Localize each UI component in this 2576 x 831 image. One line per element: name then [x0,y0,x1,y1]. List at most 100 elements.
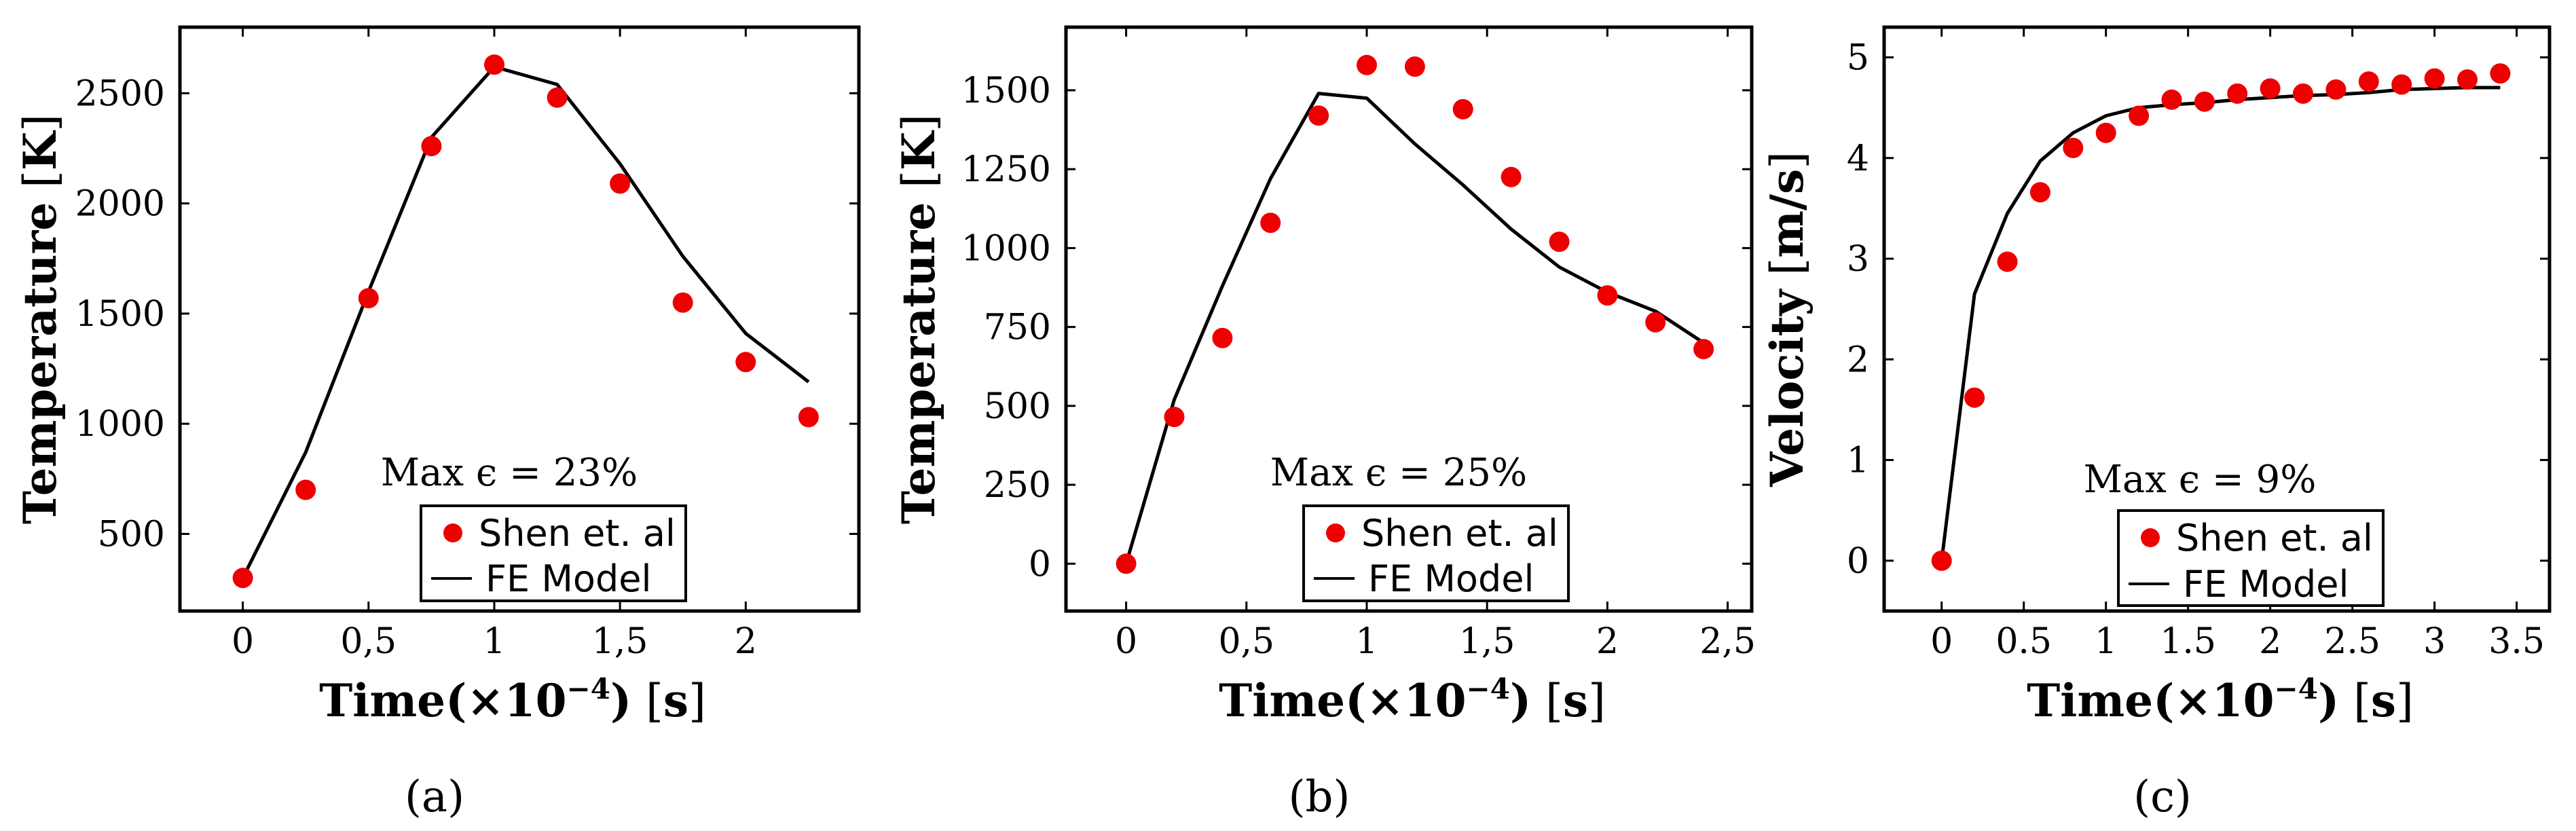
data-point-shen-c [1997,251,2018,272]
x-tick-label-c: 2.5 [2324,621,2380,662]
series-line-fe-model-a [241,64,810,579]
data-point-shen-c [2063,137,2084,158]
x-axis-label-b: Time(×10−4) [s] [1219,672,1606,727]
legend-box-c [2117,509,2385,607]
chart-panel-b: 0 0,5 1 1,5 2 2,5 0 250 500 750 1000 1250 1500 Max ϵ… [892,25,1756,822]
y-tick-label-a: 1500 [75,294,165,335]
y-tick-label-c: 1 [1847,441,1869,481]
data-point-shen-b [1116,553,1137,574]
caption-c: (c) [2133,772,2192,822]
y-axis-label-c: Velocity [m/s] [1761,151,1814,487]
legend-b: Shen et. al FE Model [1302,504,1570,602]
legend-a: Shen et. al FE Model [420,504,687,602]
x-tick-label-c: 3 [2423,621,2446,662]
y-tick-label-b: 1250 [961,149,1051,190]
y-axis-label-a: Temperature [K] [14,114,67,524]
caption-a: (a) [405,772,464,822]
data-point-shen-b [1308,105,1329,126]
legend-label-line-b: FE Model [1368,557,1534,600]
y-tick-label-a: 1000 [75,404,165,445]
data-point-shen-a [358,288,379,309]
data-point-shen-a [232,568,253,589]
x-tick-label-b: 0,5 [1218,621,1274,662]
y-tick-label-c: 4 [1847,138,1869,179]
y-tick-label-a: 500 [98,514,165,555]
data-point-shen-c [2260,78,2281,99]
plot-frame-c [1882,25,2552,613]
x-tick-label-a: 2 [735,621,757,662]
x-tick-label-c: 1 [2095,621,2117,662]
x-tick-label-a: 0 [232,621,254,662]
data-point-shen-c [2095,122,2116,143]
y-tick-label-b: 750 [984,308,1051,348]
y-tick-label-b: 250 [984,465,1051,506]
data-point-shen-c [2424,68,2445,89]
data-point-shen-c [2457,69,2478,90]
legend-box-a [420,504,687,602]
caption-b: (b) [1289,772,1350,822]
legend-label-scatter-c: Shen et. al [2176,517,2373,559]
data-point-shen-c [2358,71,2379,92]
x-tick-label-b: 0 [1115,621,1137,662]
x-tick-label-c: 2 [2259,621,2281,662]
y-tick-label-c: 3 [1847,239,1869,280]
plot-area-c [1931,63,2511,571]
axis-ticks-c: 0 0.5 1 1.5 2 2.5 3 3.5 0 1 2 3 4 5 [1847,27,2550,662]
legend-marker-c [2141,528,2160,547]
chart-panel-c: 0 0.5 1 1.5 2 2.5 3 3.5 0 1 2 3 4 5 Max ϵ = 9% Shen e… [1761,25,2552,822]
x-tick-label-b: 1 [1355,621,1378,662]
data-point-shen-b [1404,56,1425,77]
data-point-shen-b [1357,54,1377,75]
data-point-shen-b [1452,98,1473,119]
data-point-shen-c [2029,182,2050,203]
legend-label-scatter-a: Shen et. al [479,512,676,555]
legend-label-scatter-b: Shen et. al [1361,512,1558,555]
error-annotation-b: Max ϵ = 25% [1270,451,1527,495]
data-point-shen-c [1931,550,1952,571]
data-point-shen-c [1964,387,1985,408]
axis-ticks-b: 0 0,5 1 1,5 2 2,5 0 250 500 750 1000 1250 1500 [961,27,1756,662]
legend-label-line-a: FE Model [485,557,651,600]
data-point-shen-a [735,352,756,373]
error-annotation-c: Max ϵ = 9% [2084,458,2317,502]
y-tick-label-b: 0 [1029,544,1051,585]
y-tick-label-a: 2500 [75,73,165,114]
data-point-shen-c [2325,79,2347,100]
x-tick-label-b: 1,5 [1459,621,1515,662]
x-tick-label-c: 0 [1930,621,1953,662]
y-tick-label-b: 1500 [961,71,1051,111]
y-axis-label-b: Temperature [K] [892,114,945,524]
data-point-shen-b [1597,285,1618,306]
data-point-shen-b [1212,327,1233,348]
plot-frame-a [178,25,861,613]
data-point-shen-c [2391,74,2412,95]
y-tick-label-a: 2000 [75,184,165,225]
data-point-shen-a [547,87,568,108]
data-point-shen-b [1501,166,1522,187]
data-point-shen-b [1164,407,1185,428]
data-point-shen-c [2227,83,2248,104]
x-tick-label-a: 1,5 [592,621,648,662]
data-point-shen-b [1693,339,1714,360]
legend-marker-b [1326,523,1345,542]
y-tick-label-b: 500 [984,386,1051,427]
x-tick-label-b: 2 [1596,621,1619,662]
data-point-shen-c [2194,91,2215,112]
x-tick-label-a: 0,5 [340,621,397,662]
legend-c: Shen et. al FE Model [2117,509,2385,607]
data-point-shen-c [2293,83,2313,104]
error-annotation-a: Max ϵ = 23% [381,451,638,495]
data-point-shen-a [484,54,504,75]
x-tick-label-c: 0.5 [1995,621,2052,662]
data-point-shen-a [610,173,631,194]
y-tick-label-c: 5 [1847,37,1869,78]
x-tick-label-a: 1 [483,621,505,662]
data-point-shen-b [1645,312,1666,333]
x-tick-label-c: 3.5 [2488,621,2545,662]
plot-frame-b [1064,25,1754,613]
data-point-shen-b [1260,213,1281,234]
x-tick-label-c: 1.5 [2160,621,2216,662]
data-point-shen-c [2161,89,2182,110]
